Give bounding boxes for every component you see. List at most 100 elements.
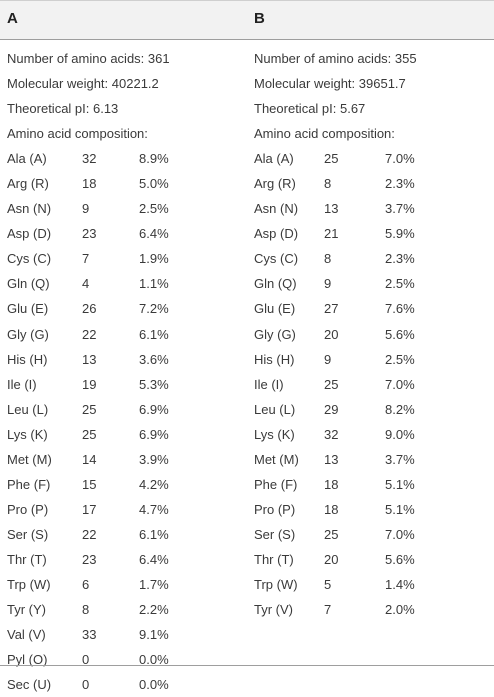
- table-row: Tyr (Y) 8 2.2%: [7, 597, 247, 622]
- residue-count: 33: [82, 627, 97, 643]
- residue-percent: 5.1%: [385, 476, 415, 492]
- table-row: Gln (Q) 4 1.1%: [7, 271, 247, 296]
- table-row: His (H) 9 2.5%: [254, 347, 489, 372]
- table-row: Pro (P) 18 5.1%: [254, 497, 489, 522]
- table-row: Phe (F) 18 5.1%: [254, 472, 489, 497]
- amino-acid-name: His (H): [7, 351, 48, 367]
- amino-acid-name: Phe (F): [254, 476, 298, 492]
- residue-percent: 6.1%: [139, 326, 169, 342]
- residue-count: 14: [82, 451, 97, 467]
- table-row: Ala (A) 25 7.0%: [254, 146, 489, 171]
- amino-acid-name: Ala (A): [7, 151, 47, 167]
- table-row: Sec (U) 0 0.0%: [7, 672, 247, 697]
- amino-acid-name: Arg (R): [254, 176, 296, 192]
- residue-count: 29: [324, 401, 339, 417]
- table-row: Asp (D) 21 5.9%: [254, 221, 489, 246]
- residue-count: 8: [82, 602, 90, 618]
- amino-acid-name: Leu (L): [254, 401, 296, 417]
- residue-count: 9: [82, 201, 90, 217]
- table-row: Cys (C) 8 2.3%: [254, 246, 489, 271]
- amino-acid-name: Val (V): [7, 627, 46, 643]
- residue-percent: 7.0%: [385, 151, 415, 167]
- residue-percent: 5.6%: [385, 326, 415, 342]
- residue-count: 8: [324, 251, 332, 267]
- table-row: Phe (F) 15 4.2%: [7, 472, 247, 497]
- residue-percent: 2.2%: [139, 602, 169, 618]
- residue-count: 17: [82, 501, 97, 517]
- number-of-amino-acids: Number of amino acids: 355: [254, 51, 417, 66]
- residue-count: 23: [82, 551, 97, 567]
- amino-acid-name: Thr (T): [7, 551, 47, 567]
- residue-percent: 8.2%: [385, 401, 415, 417]
- amino-acid-name: Thr (T): [254, 551, 294, 567]
- theoretical-pi: Theoretical pI: 5.67: [254, 101, 366, 117]
- amino-acid-name: Sec (U): [7, 677, 52, 693]
- residue-percent: 7.2%: [139, 301, 169, 317]
- residue-percent: 7.0%: [385, 376, 415, 392]
- residue-percent: 2.5%: [385, 276, 415, 292]
- residue-count: 15: [82, 476, 97, 492]
- residue-percent: 7.0%: [385, 526, 415, 542]
- table-row: Arg (R) 8 2.3%: [254, 171, 489, 196]
- amino-acid-name: Asn (N): [7, 201, 52, 217]
- amino-acid-name: Lys (K): [7, 426, 48, 442]
- residue-percent: 1.7%: [139, 576, 169, 592]
- table-row: Lys (K) 32 9.0%: [254, 422, 489, 447]
- residue-count: 7: [324, 602, 332, 618]
- table-row: Ile (I) 19 5.3%: [7, 372, 247, 397]
- residue-count: 25: [82, 426, 97, 442]
- residue-percent: 4.7%: [139, 501, 169, 517]
- residue-percent: 8.9%: [139, 151, 169, 167]
- residue-percent: 4.2%: [139, 476, 169, 492]
- composition-heading: Amino acid composition:: [254, 126, 395, 142]
- table-row: Ile (I) 25 7.0%: [254, 372, 489, 397]
- number-of-amino-acids: Number of amino acids: 361: [7, 51, 170, 66]
- table-row: Trp (W) 5 1.4%: [254, 572, 489, 597]
- molecular-weight: Molecular weight: 39651.7: [254, 76, 406, 92]
- column-label-b: B: [254, 10, 265, 27]
- table-row: Leu (L) 25 6.9%: [7, 397, 247, 422]
- residue-count: 32: [82, 151, 97, 167]
- amino-acid-name: Ser (S): [254, 526, 296, 542]
- amino-acid-name: Cys (C): [254, 251, 299, 267]
- residue-count: 0: [82, 652, 90, 668]
- residue-count: 25: [324, 376, 339, 392]
- residue-count: 20: [324, 326, 339, 342]
- molecular-weight: Molecular weight: 40221.2: [7, 76, 159, 92]
- residue-percent: 0.0%: [139, 652, 169, 668]
- panel-b: Number of amino acids: 355 Molecular wei…: [254, 40, 489, 622]
- amino-acid-name: Cys (C): [7, 251, 52, 267]
- residue-percent: 6.4%: [139, 226, 169, 242]
- amino-acid-name: Glu (E): [7, 301, 49, 317]
- residue-count: 25: [324, 151, 339, 167]
- table-row: Ser (S) 22 6.1%: [7, 522, 247, 547]
- column-label-a: A: [7, 10, 18, 27]
- residue-percent: 2.5%: [139, 201, 169, 217]
- amino-acid-name: Arg (R): [7, 176, 49, 192]
- amino-acid-name: Lys (K): [254, 426, 295, 442]
- residue-count: 19: [82, 376, 97, 392]
- residue-count: 9: [324, 276, 332, 292]
- amino-acid-name: Tyr (V): [254, 602, 293, 618]
- table-row: Lys (K) 25 6.9%: [7, 422, 247, 447]
- table-row: Val (V) 33 9.1%: [7, 622, 247, 647]
- residue-percent: 3.6%: [139, 351, 169, 367]
- amino-acid-name: Trp (W): [7, 576, 51, 592]
- residue-count: 22: [82, 326, 97, 342]
- residue-percent: 2.5%: [385, 351, 415, 367]
- amino-acid-name: Met (M): [254, 451, 299, 467]
- residue-count: 27: [324, 301, 339, 317]
- residue-count: 20: [324, 551, 339, 567]
- table-row: Met (M) 14 3.9%: [7, 447, 247, 472]
- residue-percent: 2.3%: [385, 251, 415, 267]
- amino-acid-name: Trp (W): [254, 576, 298, 592]
- table-row: Ser (S) 25 7.0%: [254, 522, 489, 547]
- residue-count: 18: [82, 176, 97, 192]
- residue-percent: 9.0%: [385, 426, 415, 442]
- residue-count: 32: [324, 426, 339, 442]
- table-row: Asn (N) 13 3.7%: [254, 196, 489, 221]
- residue-percent: 5.1%: [385, 501, 415, 517]
- table-row: Gly (G) 22 6.1%: [7, 322, 247, 347]
- residue-percent: 1.9%: [139, 251, 169, 267]
- residue-percent: 2.0%: [385, 602, 415, 618]
